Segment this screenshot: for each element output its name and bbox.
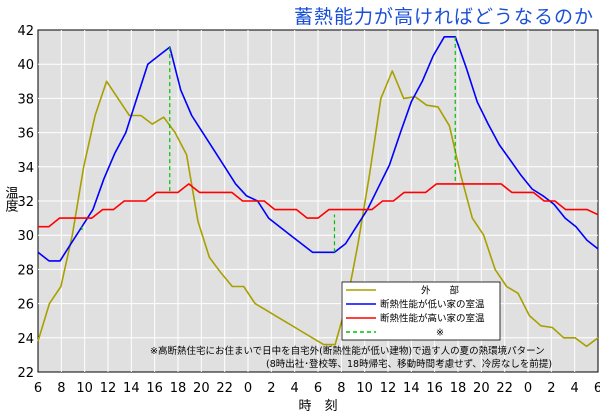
x-tick-label: 16 [146, 381, 163, 396]
x-tick-label: 18 [170, 381, 187, 396]
legend-label: 断熱性能が高い家の室温 [380, 313, 485, 325]
x-tick-label: 14 [123, 381, 140, 396]
legend-label: ※ [436, 328, 444, 339]
x-tick-label: 10 [356, 381, 373, 396]
series-line [38, 183, 599, 228]
annotation-note: (8時出社･登校等、18時帰宅、移動時間考慮せず、冷房なしを前提) [266, 358, 552, 370]
x-tick-label: 10 [76, 381, 93, 396]
x-tick-label: 6 [34, 381, 42, 396]
x-tick-label: 8 [57, 381, 65, 396]
y-tick-label: 38 [17, 92, 34, 107]
legend-box [341, 281, 501, 341]
x-tick-label: 6 [314, 381, 322, 396]
annotation-note: ※高断熱住宅にお住まいで日中を自宅外(断熱性能が低い建物)で過す人の夏の熱環境パ… [150, 345, 545, 357]
x-tick-label: 20 [193, 381, 210, 396]
y-tick-label: 28 [17, 263, 34, 278]
x-tick-label: 16 [426, 381, 443, 396]
y-tick-label: 24 [17, 332, 34, 347]
x-tick-label: 2 [267, 381, 275, 396]
y-tick-label: 32 [17, 195, 34, 210]
x-tick-label: 4 [291, 381, 299, 396]
legend-label: 断熱性能が低い家の室温 [380, 299, 485, 311]
y-axis-label: 温度 [3, 186, 19, 212]
x-tick-label: 14 [403, 381, 420, 396]
y-tick-label: 36 [17, 127, 34, 142]
x-tick-label: 22 [496, 381, 513, 396]
y-tick-label: 30 [17, 229, 34, 244]
y-tick-label: 22 [17, 366, 34, 381]
legend-label: 外 部 [421, 285, 459, 297]
x-tick-label: 18 [450, 381, 467, 396]
chart-title: 蓄熱能力が高ければどうなるのか [293, 6, 594, 28]
x-tick-label: 12 [380, 381, 397, 396]
x-tick-label: 20 [473, 381, 490, 396]
x-tick-label: 2 [547, 381, 555, 396]
x-tick-label: 12 [100, 381, 117, 396]
x-tick-label: 0 [524, 381, 532, 396]
y-tick-label: 26 [17, 298, 34, 313]
x-tick-label: 8 [337, 381, 345, 396]
x-tick-label: 0 [244, 381, 252, 396]
x-tick-label: 6 [594, 381, 600, 396]
x-axis-label: 時 刻 [298, 399, 337, 412]
x-tick-label: 22 [216, 381, 233, 396]
y-tick-label: 42 [17, 24, 34, 39]
x-tick-label: 4 [571, 381, 579, 396]
y-tick-label: 40 [17, 58, 34, 73]
y-tick-label: 34 [17, 161, 34, 176]
series-line [37, 35, 599, 262]
